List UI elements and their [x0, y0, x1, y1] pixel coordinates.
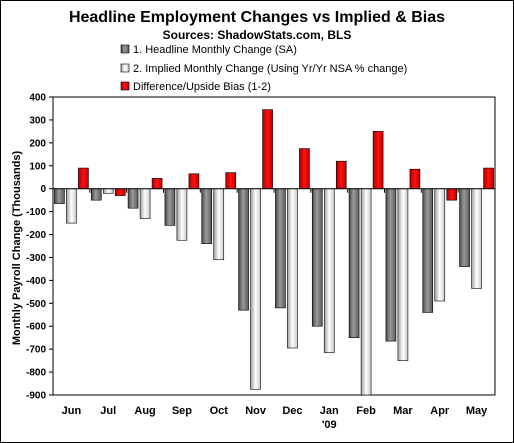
- x-category-label: Sep: [172, 405, 192, 417]
- x-category-label: Feb: [356, 405, 376, 417]
- y-tick-label: 300: [29, 115, 46, 126]
- y-axis: 400 300 200 100 0 -100 -200 -300 -400 -500 -600 -70…: [26, 93, 53, 402]
- y-tick-label: 200: [29, 138, 46, 149]
- y-tick-label: -900: [26, 391, 46, 402]
- bar-headline: [422, 188, 434, 313]
- bar-bias: [114, 188, 126, 196]
- bar-implied: [176, 188, 188, 241]
- bar-bias: [151, 178, 163, 189]
- legend-swatch-bias: [120, 81, 130, 91]
- bar-bias: [78, 167, 89, 189]
- y-tick-label: -400: [26, 276, 46, 287]
- bars: [54, 109, 494, 396]
- bar-headline: [90, 188, 102, 201]
- bar-headline: [311, 188, 323, 327]
- legend-swatch-implied: [120, 63, 130, 73]
- bar-implied: [139, 188, 151, 219]
- bar-headline: [54, 188, 65, 204]
- bar-headline: [164, 188, 176, 226]
- bar-bias: [262, 109, 273, 189]
- bar-implied: [397, 188, 409, 361]
- bar-implied: [287, 188, 298, 349]
- y-tick-label: -500: [26, 299, 46, 310]
- x-category-label: Jul: [100, 405, 116, 417]
- x-category-label: Apr: [430, 405, 450, 417]
- x-category-label: Oct: [210, 405, 229, 417]
- y-tick-label: -700: [26, 345, 46, 356]
- bar-bias: [446, 188, 458, 201]
- legend: 1. Headline Monthly Change (SA) 2. Impli…: [120, 44, 407, 93]
- bar-bias: [483, 167, 494, 189]
- bar-implied: [360, 188, 372, 396]
- y-tick-label: 0: [40, 184, 46, 195]
- bar-bias: [299, 148, 310, 189]
- plot-area: [52, 96, 496, 396]
- bar-bias: [335, 160, 347, 189]
- y-tick-label: -200: [26, 230, 46, 241]
- x-category-label: Mar: [393, 405, 413, 417]
- bar-implied: [102, 188, 114, 194]
- bar-bias: [188, 173, 200, 189]
- chart-title: Headline Employment Changes vs Implied &…: [69, 9, 445, 26]
- bar-implied: [323, 188, 335, 353]
- bar-implied: [66, 188, 77, 224]
- x-category-label: Aug: [134, 405, 155, 417]
- x-category-label: Jun: [62, 405, 82, 417]
- y-tick-label: -800: [26, 368, 46, 379]
- x-category-label: Dec: [282, 405, 302, 417]
- bar-headline: [459, 188, 470, 267]
- y-tick-label: -100: [26, 207, 46, 218]
- x-category-label: Nov: [245, 405, 267, 417]
- legend-label-bias: Difference/Upside Bias (1-2): [133, 81, 271, 93]
- x-category-label: May: [466, 405, 488, 417]
- x-category-label: Jan: [320, 405, 339, 417]
- bar-headline: [348, 188, 360, 338]
- bar-implied: [434, 188, 446, 302]
- y-tick-label: -600: [26, 322, 46, 333]
- bar-headline: [127, 188, 139, 209]
- x-category-sublabel: '09: [322, 419, 337, 431]
- bar-bias: [409, 168, 421, 189]
- y-tick-label: -300: [26, 253, 46, 264]
- y-tick-label: 100: [29, 161, 46, 172]
- bar-implied: [250, 188, 261, 390]
- legend-label-implied: 2. Implied Monthly Change (Using Yr/Yr N…: [133, 63, 407, 75]
- legend-swatch-headline: [120, 44, 130, 54]
- bar-headline: [385, 188, 397, 342]
- bar-implied: [213, 188, 225, 261]
- x-axis: Jun Jul Aug Sep Oct Nov Dec Jan '09 Feb Mar Apr May: [52, 188, 495, 431]
- chart-subtitle: Sources: ShadowStats.com, BLS: [163, 28, 352, 42]
- y-axis-label: Monthly Payroll Change (Thousands): [11, 150, 23, 345]
- bar-headline: [238, 188, 249, 311]
- bar-headline: [275, 188, 286, 309]
- bar-headline: [201, 188, 213, 245]
- bar-implied: [471, 188, 482, 289]
- y-tick-label: 400: [29, 93, 46, 104]
- legend-label-headline: 1. Headline Monthly Change (SA): [133, 44, 297, 56]
- bar-bias: [225, 172, 237, 189]
- bar-bias: [372, 131, 384, 189]
